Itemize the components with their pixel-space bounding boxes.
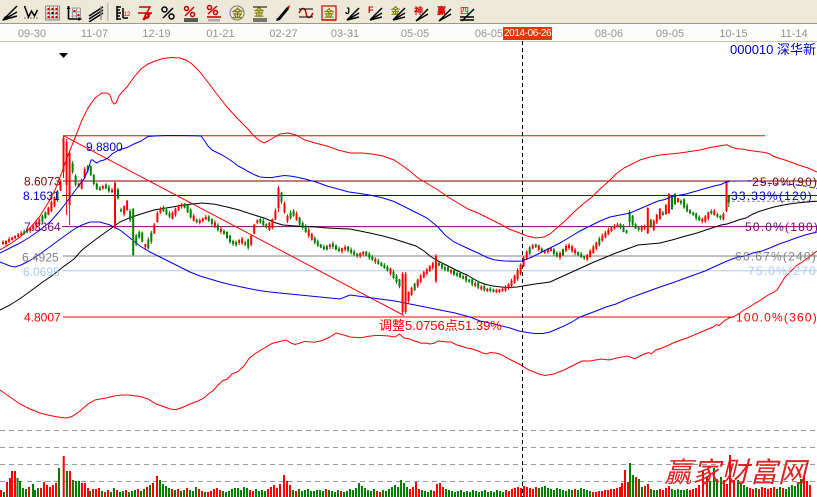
svg-text:33.33%(120): 33.33%(120) [731, 189, 813, 203]
svg-text:100.0%(360): 100.0%(360) [736, 311, 817, 325]
svg-text:J: J [345, 6, 350, 16]
svg-text:8.6073: 8.6073 [24, 175, 61, 189]
svg-text:调整5.0756点51.39%: 调整5.0756点51.39% [379, 318, 502, 333]
svg-text:金: 金 [390, 5, 401, 16]
svg-text:F: F [368, 5, 374, 15]
svg-text:6.4925: 6.4925 [22, 251, 59, 265]
svg-text:金: 金 [231, 6, 244, 20]
svg-text:25.0%(90): 25.0%(90) [752, 175, 817, 189]
svg-text:75.0%(270): 75.0%(270) [748, 264, 817, 278]
svg-text:6.0695: 6.0695 [23, 265, 60, 279]
svg-text:赢: 赢 [437, 5, 446, 16]
svg-text:神: 神 [414, 5, 423, 16]
svg-text:4.8007: 4.8007 [24, 311, 61, 325]
svg-text:金: 金 [323, 7, 335, 20]
svg-text:8.1631: 8.1631 [23, 189, 60, 203]
svg-text:9.8800: 9.8800 [86, 140, 123, 154]
svg-text:四: 四 [460, 6, 469, 16]
svg-text:赢家财富网: 赢家财富网 [664, 458, 810, 489]
svg-text:7.3364: 7.3364 [24, 220, 61, 234]
svg-text:000010 深华新: 000010 深华新 [730, 42, 816, 57]
svg-text:12: 12 [124, 12, 131, 18]
svg-text:金: 金 [253, 6, 265, 19]
svg-text:50.0%(180): 50.0%(180) [745, 220, 817, 234]
svg-text:66.67%(240): 66.67%(240) [735, 250, 817, 264]
